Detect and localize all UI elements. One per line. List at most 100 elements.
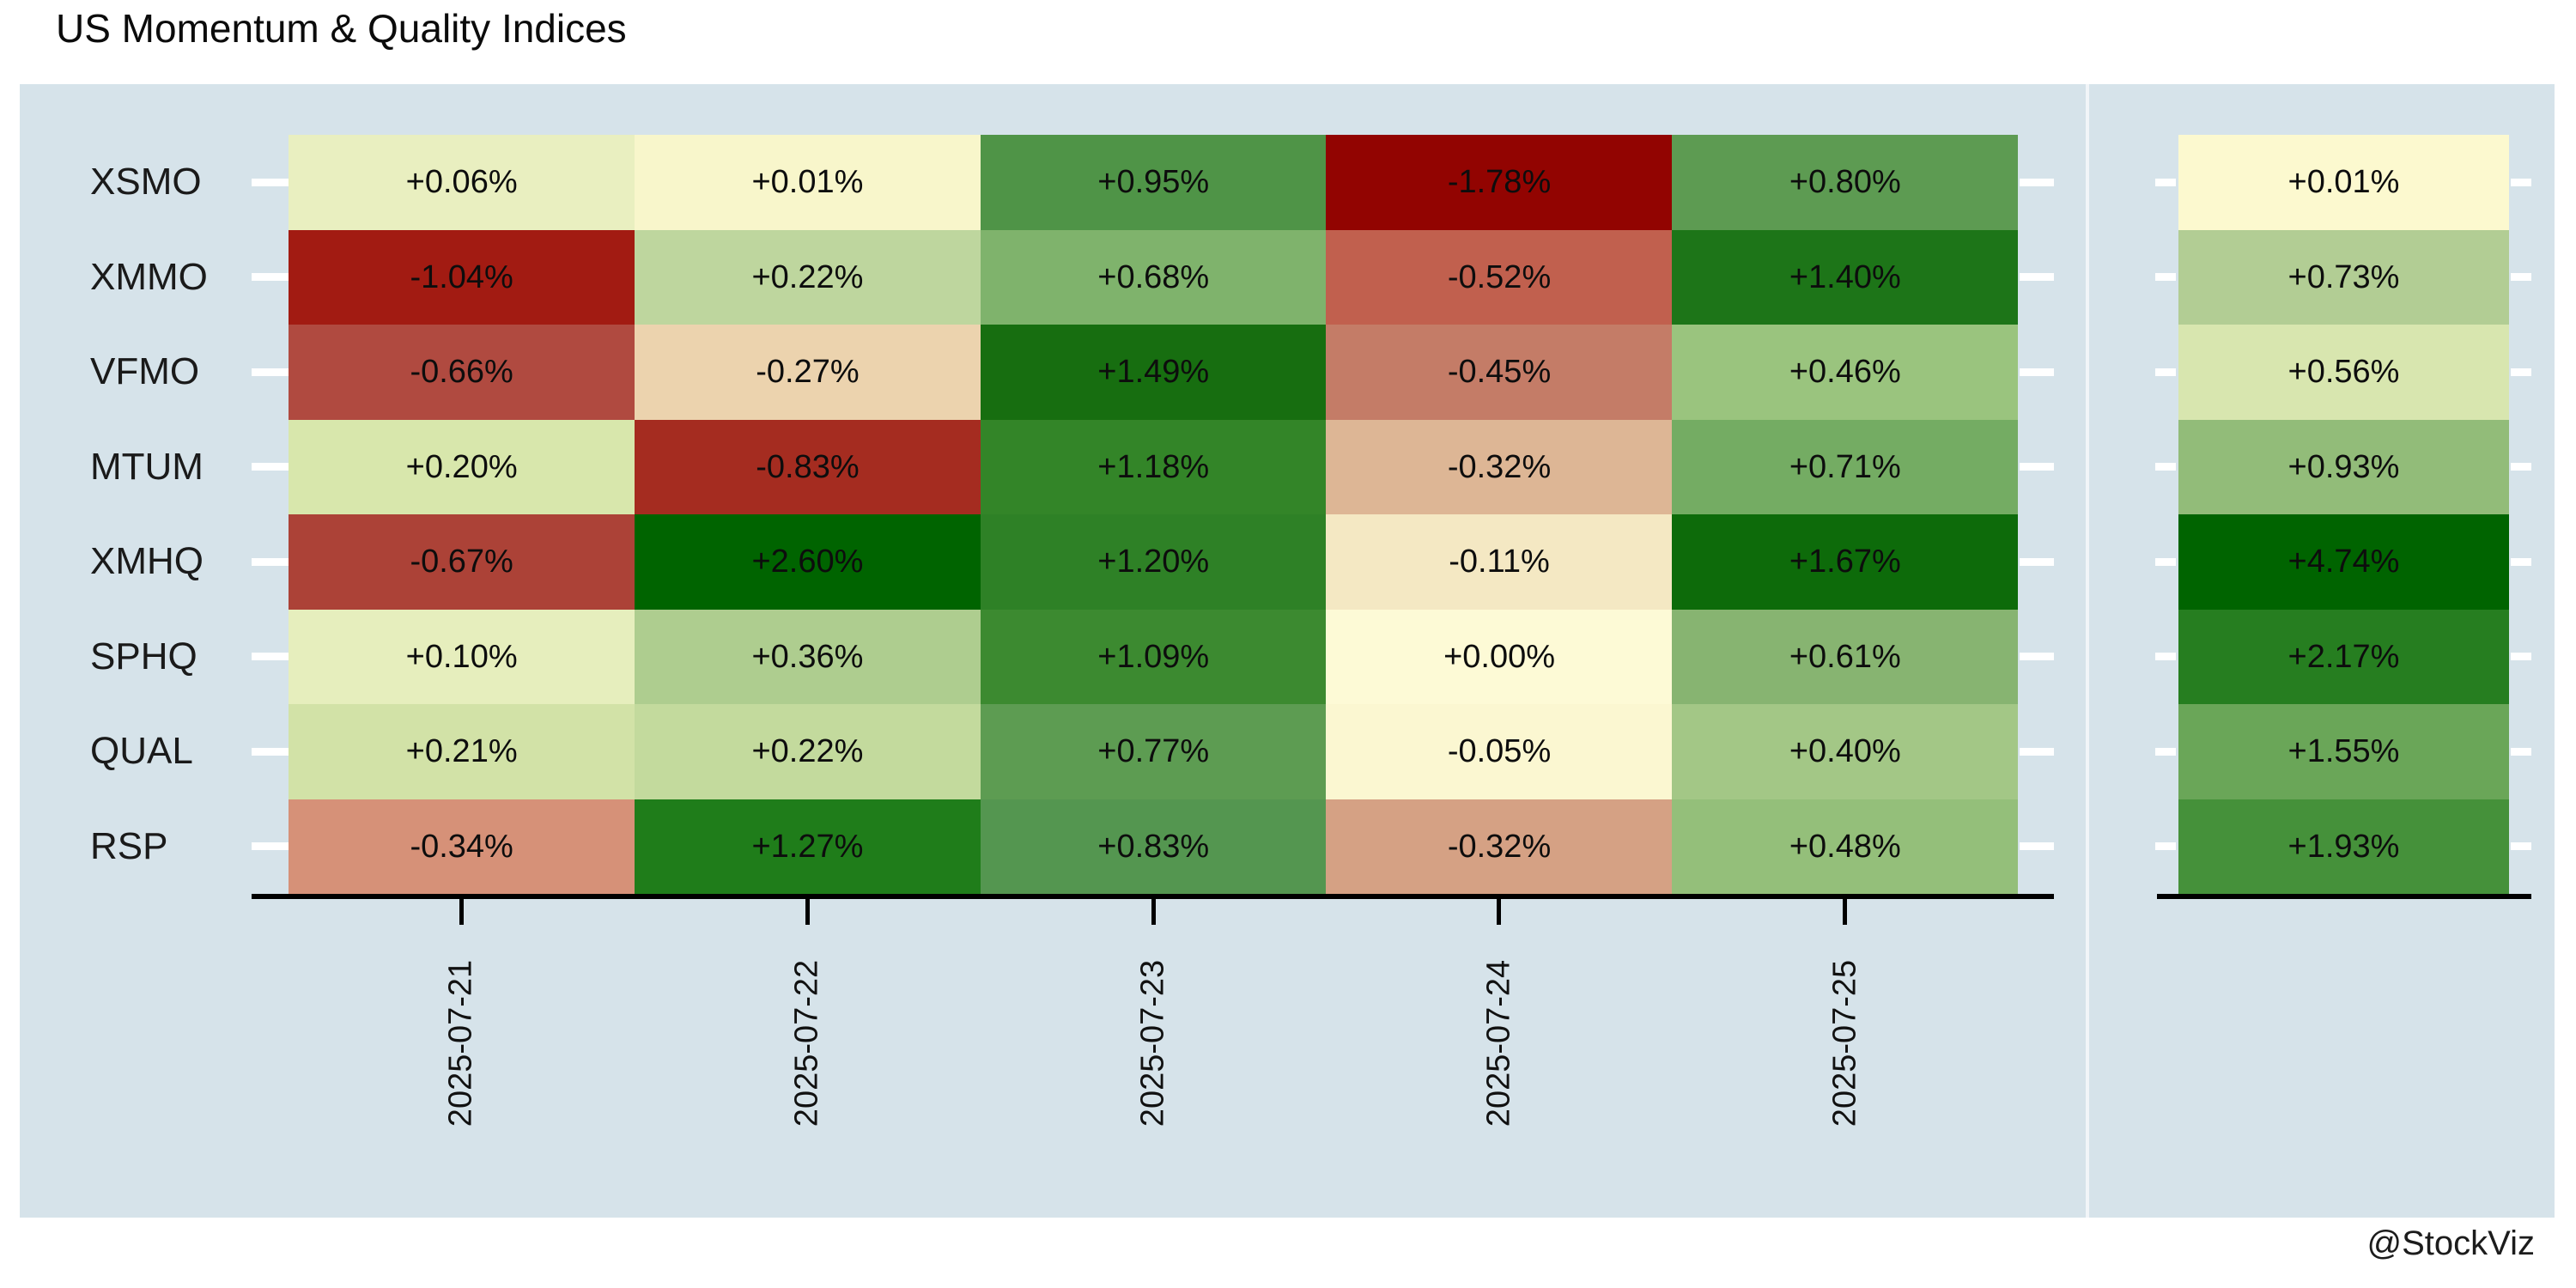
heatmap-cell: +0.00% (1326, 609, 1673, 705)
total-tick-right (2511, 557, 2531, 566)
heatmap-cell: +0.21% (289, 704, 635, 799)
total-tick-left (2155, 273, 2176, 282)
total-cell: +0.56% (2178, 325, 2509, 420)
row-tick-left (252, 273, 289, 282)
heatmap-cell: +1.67% (1672, 514, 2019, 610)
heatmap-cell: +2.60% (634, 514, 981, 610)
row-label-rsp: RSP (90, 824, 168, 867)
heatmap-cell: +0.20% (289, 419, 635, 515)
total-tick-left (2155, 747, 2176, 756)
row-tick-left (252, 747, 289, 756)
x-axis-tick (459, 899, 464, 925)
total-tick-right (2511, 463, 2531, 471)
x-axis-line-main (252, 894, 2054, 899)
total-cell: +0.93% (2178, 419, 2509, 515)
row-tick-left (252, 557, 289, 566)
heatmap-cell: -0.32% (1326, 419, 1673, 515)
heatmap-cell: +0.01% (634, 135, 981, 230)
row-label-xmmo: XMMO (90, 255, 208, 298)
x-axis-tick (1151, 899, 1156, 925)
x-axis-label-2025-07-21: 2025-07-21 (442, 959, 479, 1127)
total-cell: +1.55% (2178, 704, 2509, 799)
heatmap-cell: -0.67% (289, 514, 635, 610)
x-axis-line-totals (2157, 894, 2531, 899)
heatmap-cell: -0.45% (1326, 325, 1673, 420)
total-cell: +0.73% (2178, 229, 2509, 325)
row-tick-left (252, 842, 289, 851)
heatmap-cell: -1.78% (1326, 135, 1673, 230)
total-tick-left (2155, 557, 2176, 566)
heatmap-cell: +1.49% (980, 325, 1327, 420)
total-tick-left (2155, 463, 2176, 471)
heatmap-cell: -1.04% (289, 229, 635, 325)
heatmap-cell: -0.32% (1326, 799, 1673, 895)
row-label-sphq: SPHQ (90, 635, 197, 677)
x-axis-tick (805, 899, 810, 925)
heatmap-cell: -0.83% (634, 419, 981, 515)
total-tick-right (2511, 842, 2531, 851)
row-tick-left (252, 368, 289, 376)
row-tick-left (252, 463, 289, 471)
total-cell: +0.01% (2178, 135, 2509, 230)
total-tick-right (2511, 747, 2531, 756)
x-axis-label-2025-07-24: 2025-07-24 (1480, 959, 1517, 1127)
row-tick-right (2020, 842, 2054, 851)
heatmap-cell: +0.10% (289, 609, 635, 705)
heatmap-cell: +0.22% (634, 229, 981, 325)
total-tick-left (2155, 653, 2176, 661)
heatmap-cell: +0.46% (1672, 325, 2019, 420)
row-label-qual: QUAL (90, 730, 193, 773)
row-label-vfmo: VFMO (90, 350, 200, 393)
heatmap-cell: +0.71% (1672, 419, 2019, 515)
heatmap-cell: +0.36% (634, 609, 981, 705)
x-axis-label-2025-07-23: 2025-07-23 (1134, 959, 1171, 1127)
total-tick-left (2155, 178, 2176, 186)
heatmap-cell: +0.68% (980, 229, 1327, 325)
row-tick-right (2020, 463, 2054, 471)
total-tick-right (2511, 653, 2531, 661)
row-tick-right (2020, 273, 2054, 282)
heatmap-cell: -0.66% (289, 325, 635, 420)
total-cell: +2.17% (2178, 609, 2509, 705)
row-tick-right (2020, 747, 2054, 756)
heatmap-cell: -0.05% (1326, 704, 1673, 799)
total-tick-right (2511, 178, 2531, 186)
heatmap-cell: -0.11% (1326, 514, 1673, 610)
row-tick-right (2020, 368, 2054, 376)
heatmap-cell: +0.80% (1672, 135, 2019, 230)
heatmap-cell: -0.34% (289, 799, 635, 895)
heatmap-cell: +0.22% (634, 704, 981, 799)
row-tick-right (2020, 557, 2054, 566)
heatmap-cell: +1.20% (980, 514, 1327, 610)
heatmap-cell: +0.61% (1672, 609, 2019, 705)
heatmap-cell: +1.09% (980, 609, 1327, 705)
x-axis-tick (1843, 899, 1848, 925)
row-tick-left (252, 178, 289, 186)
heatmap-cell: +0.48% (1672, 799, 2019, 895)
heatmap-cell: +1.27% (634, 799, 981, 895)
heatmap-cell: +0.83% (980, 799, 1327, 895)
total-cell: +4.74% (2178, 514, 2509, 610)
x-axis-label-2025-07-25: 2025-07-25 (1826, 959, 1863, 1127)
panel-divider (2086, 84, 2089, 1218)
heatmap-cell: +1.18% (980, 419, 1327, 515)
x-axis-tick (1497, 899, 1502, 925)
x-axis-label-2025-07-22: 2025-07-22 (788, 959, 825, 1127)
row-label-xmhq: XMHQ (90, 540, 204, 583)
total-cell: +1.93% (2178, 799, 2509, 895)
row-tick-left (252, 653, 289, 661)
row-tick-right (2020, 178, 2054, 186)
total-tick-right (2511, 368, 2531, 376)
heatmap-cell: -0.27% (634, 325, 981, 420)
row-label-mtum: MTUM (90, 445, 204, 488)
total-tick-right (2511, 273, 2531, 282)
row-tick-right (2020, 653, 2054, 661)
watermark-stockviz: @StockViz (2366, 1224, 2536, 1262)
heatmap-cell: +0.95% (980, 135, 1327, 230)
total-tick-left (2155, 368, 2176, 376)
heatmap-cell: +0.40% (1672, 704, 2019, 799)
total-tick-left (2155, 842, 2176, 851)
page-title: US Momentum & Quality Indices (56, 6, 627, 51)
heatmap-cell: +1.40% (1672, 229, 2019, 325)
